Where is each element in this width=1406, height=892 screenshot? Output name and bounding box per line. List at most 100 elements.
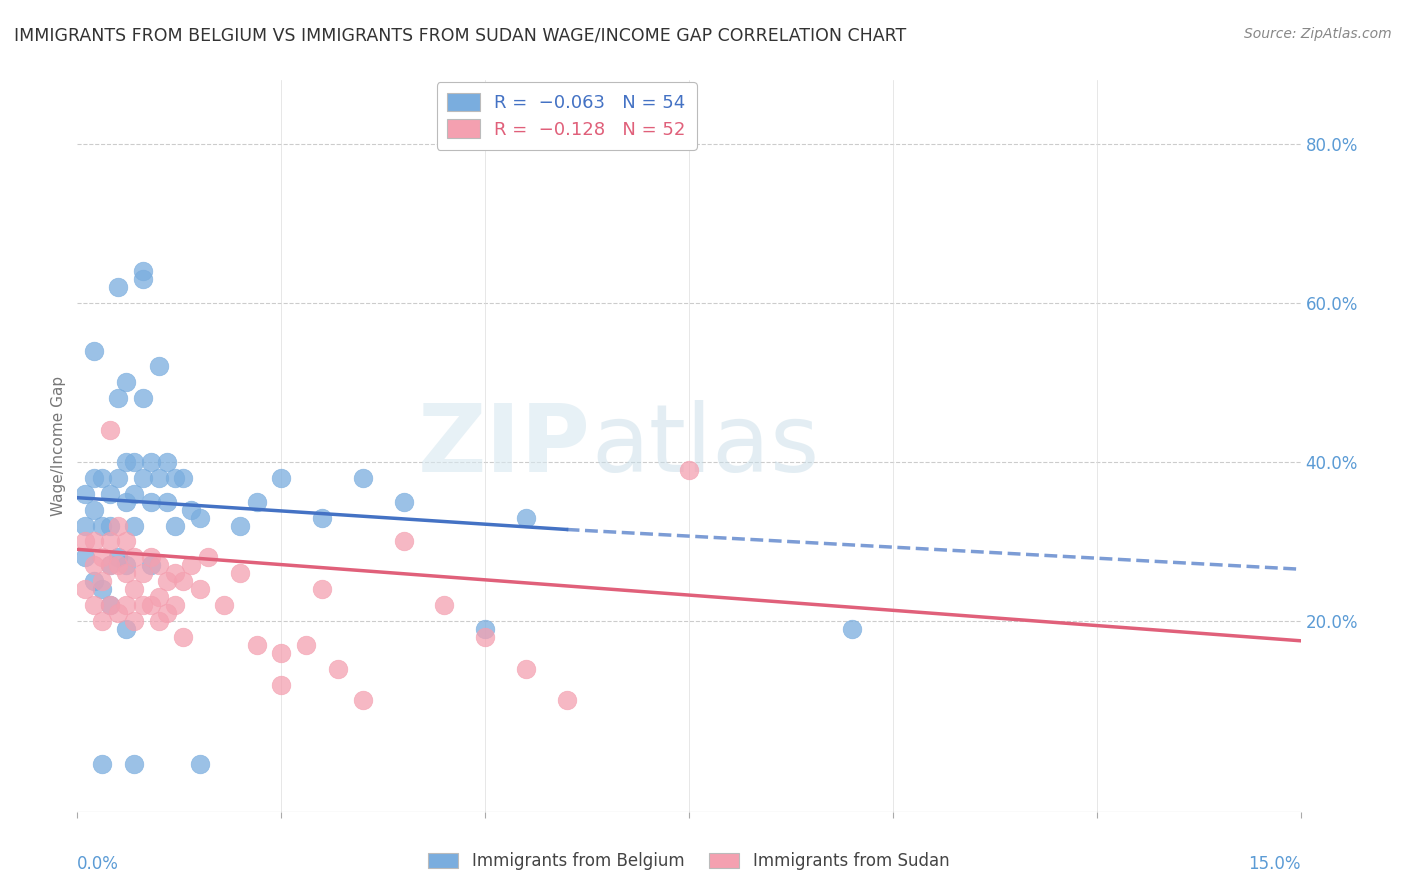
Point bbox=[115, 534, 138, 549]
Point bbox=[98, 598, 121, 612]
Point bbox=[515, 662, 537, 676]
Point bbox=[180, 502, 202, 516]
Point bbox=[180, 558, 202, 573]
Point bbox=[90, 757, 112, 772]
Point bbox=[270, 471, 292, 485]
Point bbox=[172, 630, 194, 644]
Point bbox=[270, 646, 292, 660]
Point bbox=[246, 638, 269, 652]
Point bbox=[115, 455, 138, 469]
Point bbox=[83, 598, 105, 612]
Point bbox=[124, 757, 146, 772]
Point bbox=[107, 471, 129, 485]
Legend: Immigrants from Belgium, Immigrants from Sudan: Immigrants from Belgium, Immigrants from… bbox=[422, 846, 956, 877]
Text: 0.0%: 0.0% bbox=[77, 855, 120, 873]
Point bbox=[131, 471, 153, 485]
Point bbox=[188, 582, 211, 596]
Point bbox=[311, 582, 333, 596]
Point bbox=[172, 471, 194, 485]
Point bbox=[188, 510, 211, 524]
Point bbox=[83, 534, 105, 549]
Point bbox=[83, 574, 105, 589]
Point bbox=[148, 558, 170, 573]
Point bbox=[124, 550, 146, 565]
Point bbox=[107, 558, 129, 573]
Point bbox=[124, 455, 146, 469]
Point bbox=[229, 518, 252, 533]
Point bbox=[98, 423, 121, 437]
Point bbox=[246, 494, 269, 508]
Point bbox=[90, 550, 112, 565]
Point bbox=[98, 598, 121, 612]
Point bbox=[115, 566, 138, 581]
Point bbox=[156, 606, 179, 620]
Point bbox=[139, 494, 162, 508]
Point bbox=[107, 280, 129, 294]
Point bbox=[197, 550, 219, 565]
Point bbox=[124, 518, 146, 533]
Text: 15.0%: 15.0% bbox=[1249, 855, 1301, 873]
Point bbox=[139, 550, 162, 565]
Point bbox=[165, 471, 187, 485]
Point bbox=[474, 630, 496, 644]
Point bbox=[75, 486, 97, 500]
Point bbox=[98, 558, 121, 573]
Text: IMMIGRANTS FROM BELGIUM VS IMMIGRANTS FROM SUDAN WAGE/INCOME GAP CORRELATION CHA: IMMIGRANTS FROM BELGIUM VS IMMIGRANTS FR… bbox=[14, 27, 907, 45]
Point bbox=[115, 598, 138, 612]
Point bbox=[131, 598, 153, 612]
Point bbox=[188, 757, 211, 772]
Point bbox=[156, 455, 179, 469]
Point bbox=[433, 598, 456, 612]
Point bbox=[83, 502, 105, 516]
Point bbox=[107, 550, 129, 565]
Point bbox=[124, 486, 146, 500]
Point bbox=[90, 614, 112, 628]
Point bbox=[148, 471, 170, 485]
Point bbox=[83, 558, 105, 573]
Point bbox=[165, 598, 187, 612]
Point bbox=[229, 566, 252, 581]
Point bbox=[156, 494, 179, 508]
Point bbox=[115, 494, 138, 508]
Point bbox=[139, 558, 162, 573]
Point bbox=[311, 510, 333, 524]
Point bbox=[841, 622, 863, 636]
Point bbox=[148, 614, 170, 628]
Point bbox=[83, 471, 105, 485]
Point bbox=[75, 550, 97, 565]
Point bbox=[98, 534, 121, 549]
Point bbox=[75, 518, 97, 533]
Point bbox=[90, 518, 112, 533]
Point bbox=[294, 638, 316, 652]
Point bbox=[83, 343, 105, 358]
Point bbox=[392, 534, 415, 549]
Point bbox=[115, 622, 138, 636]
Point bbox=[270, 677, 292, 691]
Point bbox=[131, 264, 153, 278]
Point bbox=[352, 471, 374, 485]
Point bbox=[148, 359, 170, 374]
Point bbox=[156, 574, 179, 589]
Point bbox=[98, 486, 121, 500]
Point bbox=[107, 392, 129, 406]
Point bbox=[678, 463, 700, 477]
Point bbox=[139, 598, 162, 612]
Point bbox=[212, 598, 235, 612]
Point bbox=[90, 471, 112, 485]
Point bbox=[90, 574, 112, 589]
Point bbox=[131, 272, 153, 286]
Point bbox=[107, 606, 129, 620]
Point bbox=[115, 376, 138, 390]
Point bbox=[124, 614, 146, 628]
Point bbox=[555, 693, 578, 707]
Point bbox=[474, 622, 496, 636]
Point bbox=[124, 582, 146, 596]
Point bbox=[90, 582, 112, 596]
Point bbox=[515, 510, 537, 524]
Point bbox=[172, 574, 194, 589]
Point bbox=[98, 558, 121, 573]
Point bbox=[107, 518, 129, 533]
Point bbox=[139, 455, 162, 469]
Point bbox=[131, 392, 153, 406]
Y-axis label: Wage/Income Gap: Wage/Income Gap bbox=[51, 376, 66, 516]
